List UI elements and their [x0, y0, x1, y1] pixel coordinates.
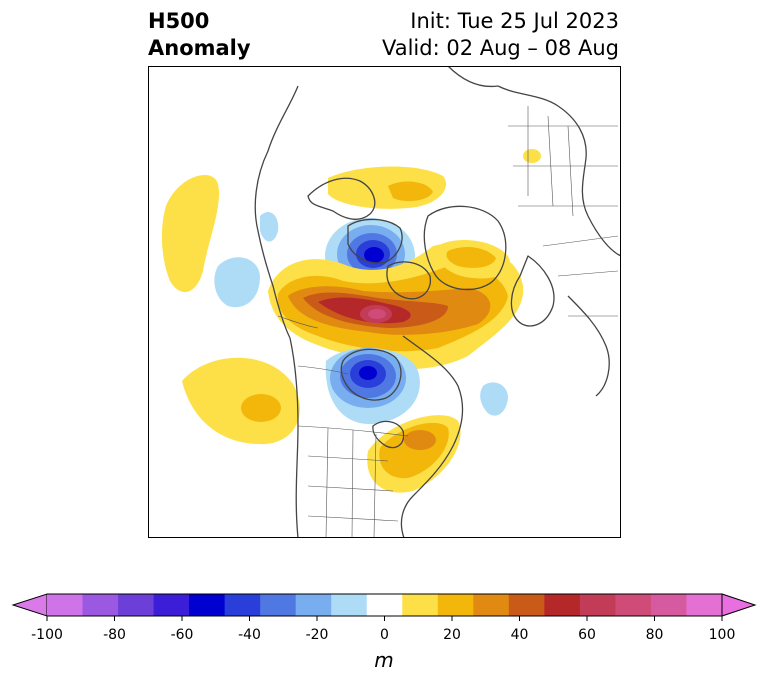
colorbar-swatch [295, 594, 332, 616]
colorbar-swatch [331, 594, 368, 616]
colorbar-swatch [366, 594, 403, 616]
colorbar-swatch [544, 594, 581, 616]
colorbar-swatch [47, 594, 83, 616]
colorbar-tick-label: -80 [103, 627, 126, 643]
title-left: H500 Anomaly [148, 8, 251, 62]
colorbar-swatch [189, 594, 226, 616]
colorbar-swatch [579, 594, 616, 616]
political-borders [277, 106, 619, 538]
title-right: Init: Tue 25 Jul 2023 Valid: 02 Aug – 08… [382, 8, 619, 62]
colorbar-tick-label: -100 [31, 627, 63, 643]
anomaly-negative-bering [260, 211, 279, 242]
colorbar-swatch [153, 594, 190, 616]
valid-label: Valid: 02 Aug – 08 Aug [381, 36, 619, 60]
colorbar-tick-label: 60 [578, 627, 596, 643]
colorbar-swatch [615, 594, 652, 616]
colorbar-swatch [437, 594, 474, 616]
colorbar-swatch [473, 594, 510, 616]
colorbar-tick-label: -20 [306, 627, 329, 643]
colorbar-tick-label: 80 [646, 627, 664, 643]
variable-label: H500 [148, 9, 210, 33]
colorbar-unit: m [374, 648, 393, 672]
colorbar-swatch [224, 594, 261, 616]
colorbar-ticks: -100 -80 -60 -40 -20 0 20 40 60 80 100 [31, 616, 735, 643]
colorbar-over-arrow [721, 593, 757, 617]
init-label: Init: Tue 25 Jul 2023 [410, 9, 619, 33]
colorbar-swatch [402, 594, 439, 616]
colorbar-tick-label: 40 [511, 627, 529, 643]
colorbar-tick-label: -60 [171, 627, 194, 643]
map-frame [148, 66, 621, 538]
colorbar-tick-label: 0 [380, 627, 389, 643]
anomaly-positive-eastern-us [367, 415, 461, 493]
anomaly-positive-siberia [523, 149, 541, 163]
colorbar-swatch [118, 594, 154, 616]
colorbar-tick-label: -40 [238, 627, 261, 643]
colorbar-swatch [260, 594, 297, 616]
colorbar-tick-label: 20 [443, 627, 461, 643]
anomaly-negative-atlantic [480, 382, 508, 416]
anomaly-positive-pacific [182, 357, 300, 445]
anomaly-positive-northwest [161, 175, 220, 293]
colorbar-tick-label: 100 [709, 627, 736, 643]
anomaly-positive-greenland [437, 240, 510, 279]
colorbar-swatch [686, 594, 723, 616]
colorbar-under-arrow [11, 593, 48, 617]
anomaly-map [148, 66, 621, 538]
colorbar-swatch [508, 594, 545, 616]
field-label: Anomaly [148, 36, 251, 60]
anomaly-negative-alaska [214, 257, 260, 308]
colorbar-swatch [650, 594, 687, 616]
anomaly-negative-hudson-low [325, 348, 420, 425]
colorbar: -100 -80 -60 -40 -20 0 20 40 60 80 100 m [11, 593, 757, 672]
colorbar-boxes [11, 593, 757, 617]
colorbar-swatch [82, 594, 119, 616]
